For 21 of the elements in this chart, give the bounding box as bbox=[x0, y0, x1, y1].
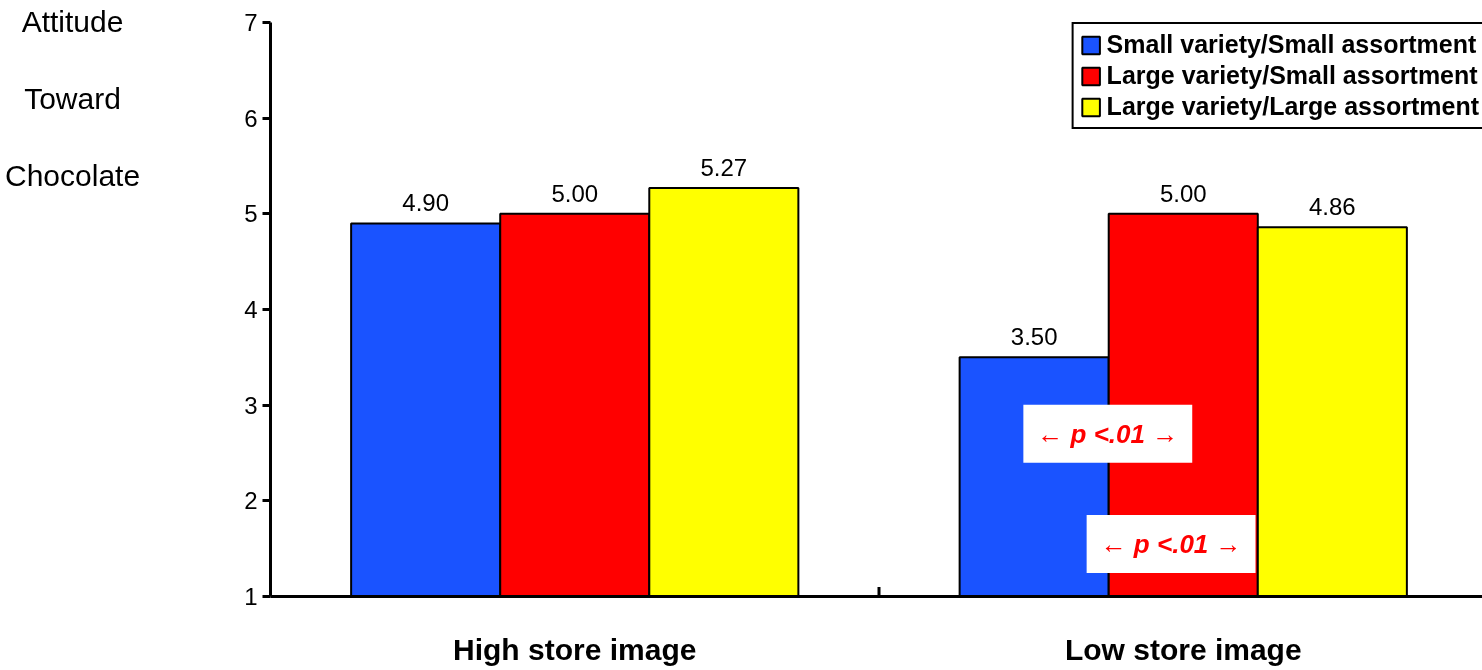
x-tick-label: High store image bbox=[453, 632, 697, 666]
y-tick-label: 1 bbox=[244, 583, 258, 610]
y-tick-label: 2 bbox=[244, 487, 258, 515]
x-tick-label: Low store image bbox=[1064, 632, 1302, 666]
data-label: 5.00 bbox=[551, 179, 599, 207]
legend-label: Small variety/Small assortment bbox=[1106, 30, 1477, 59]
y-tick-label: 3 bbox=[244, 391, 258, 419]
legend-label: Large variety/Small assortment bbox=[1106, 61, 1478, 90]
text: Attitude Toward Chocolate bbox=[5, 5, 141, 192]
data-label: 5.27 bbox=[700, 154, 748, 181]
data-label: 4.86 bbox=[1308, 193, 1356, 221]
y-tick-label: 6 bbox=[244, 104, 258, 132]
data-label: 4.90 bbox=[402, 189, 450, 217]
y-tick-label: 5 bbox=[244, 200, 258, 228]
data-label: 3.50 bbox=[1010, 323, 1058, 351]
data-label: 5.00 bbox=[1159, 179, 1207, 207]
y-tick-label: 4 bbox=[244, 296, 258, 323]
legend-label: Large variety/Large assortment bbox=[1106, 92, 1479, 121]
annotation: ← p <.01 → bbox=[1100, 528, 1242, 559]
y-tick-label: 7 bbox=[244, 9, 258, 36]
annotation: ← p <.01 → bbox=[1037, 418, 1179, 449]
